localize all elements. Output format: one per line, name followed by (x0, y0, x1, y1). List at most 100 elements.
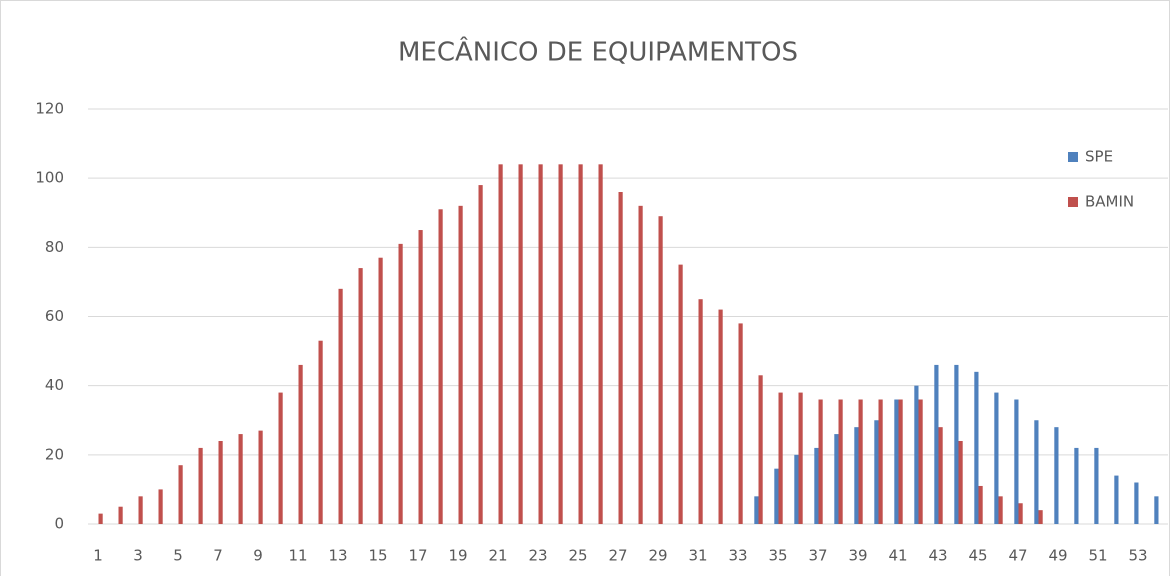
bar (358, 268, 363, 524)
y-tick-label: 100 (35, 169, 64, 187)
bar (738, 323, 743, 524)
y-tick-label: 60 (45, 307, 64, 325)
bar (1074, 447, 1079, 524)
x-tick-label: 9 (253, 547, 263, 565)
bar (818, 399, 823, 524)
bar (874, 420, 879, 524)
y-tick-label: 80 (45, 238, 64, 256)
bar (278, 392, 283, 524)
x-tick-label: 45 (968, 547, 987, 565)
bar (1114, 475, 1119, 524)
bar (98, 513, 103, 524)
bar (1034, 420, 1039, 524)
bar (994, 392, 999, 524)
legend-marker (1068, 197, 1078, 207)
bar (698, 299, 703, 524)
bar (258, 430, 263, 524)
bar (178, 465, 183, 524)
bar (794, 454, 799, 524)
x-tick-label: 15 (368, 547, 387, 565)
bar (758, 375, 763, 524)
bar (318, 340, 323, 524)
x-tick-label: 49 (1048, 547, 1067, 565)
bar (834, 434, 839, 524)
bar (418, 230, 423, 524)
bar (598, 164, 603, 525)
bar (798, 392, 803, 524)
bar (298, 364, 303, 524)
x-tick-label: 39 (848, 547, 867, 565)
bar (838, 399, 843, 524)
bar (934, 364, 939, 524)
bar (914, 385, 919, 524)
legend-marker (1068, 152, 1078, 162)
y-tick-label: 20 (45, 445, 64, 463)
bar (398, 243, 403, 524)
bar (894, 399, 899, 524)
bar (938, 427, 943, 524)
legend-label: BAMIN (1085, 193, 1134, 211)
x-tick-label: 25 (568, 547, 587, 565)
bar (638, 205, 643, 525)
bar (978, 485, 983, 524)
x-tick-label: 43 (928, 547, 947, 565)
bar (658, 216, 663, 525)
bar (138, 496, 143, 524)
bar (1018, 503, 1023, 524)
bar (198, 447, 203, 524)
bar (238, 434, 243, 524)
bar (378, 257, 383, 524)
bar (1054, 427, 1059, 524)
x-tick-label: 11 (288, 547, 307, 565)
bar (814, 447, 819, 524)
bar (1038, 510, 1043, 524)
x-tick-label: 27 (608, 547, 627, 565)
bar (118, 506, 123, 524)
bar (774, 468, 779, 524)
bar (1134, 482, 1139, 524)
bar (718, 309, 723, 524)
bar (1154, 496, 1159, 524)
y-tick-label: 40 (45, 376, 64, 394)
x-tick-label: 23 (528, 547, 547, 565)
x-tick-label: 35 (768, 547, 787, 565)
bar (218, 441, 223, 524)
x-tick-label: 29 (648, 547, 667, 565)
bar (518, 164, 523, 525)
x-tick-label: 53 (1128, 547, 1147, 565)
y-tick-label: 120 (35, 100, 64, 118)
bar (954, 364, 959, 524)
x-tick-label: 1 (93, 547, 103, 565)
bar (338, 288, 343, 524)
bar (498, 164, 503, 525)
bar (458, 205, 463, 525)
legend-label: SPE (1085, 148, 1113, 166)
y-tick-label: 0 (54, 515, 64, 533)
bar (854, 427, 859, 524)
x-tick-label: 37 (808, 547, 827, 565)
bar (754, 496, 759, 524)
bar (974, 371, 979, 524)
bar (878, 399, 883, 524)
bar (538, 164, 543, 525)
x-tick-label: 33 (728, 547, 747, 565)
bar (1014, 399, 1019, 524)
x-tick-label: 7 (213, 547, 223, 565)
x-tick-label: 21 (488, 547, 507, 565)
bar (438, 209, 443, 524)
bar (678, 264, 683, 524)
x-tick-label: 5 (173, 547, 183, 565)
bar (918, 399, 923, 524)
x-tick-label: 31 (688, 547, 707, 565)
bar (558, 164, 563, 525)
x-tick-label: 3 (133, 547, 143, 565)
bar (778, 392, 783, 524)
bar (898, 399, 903, 524)
x-tick-label: 47 (1008, 547, 1027, 565)
bar (858, 399, 863, 524)
bar (158, 489, 163, 524)
x-tick-label: 17 (408, 547, 427, 565)
bar (998, 496, 1003, 524)
x-tick-label: 19 (448, 547, 467, 565)
